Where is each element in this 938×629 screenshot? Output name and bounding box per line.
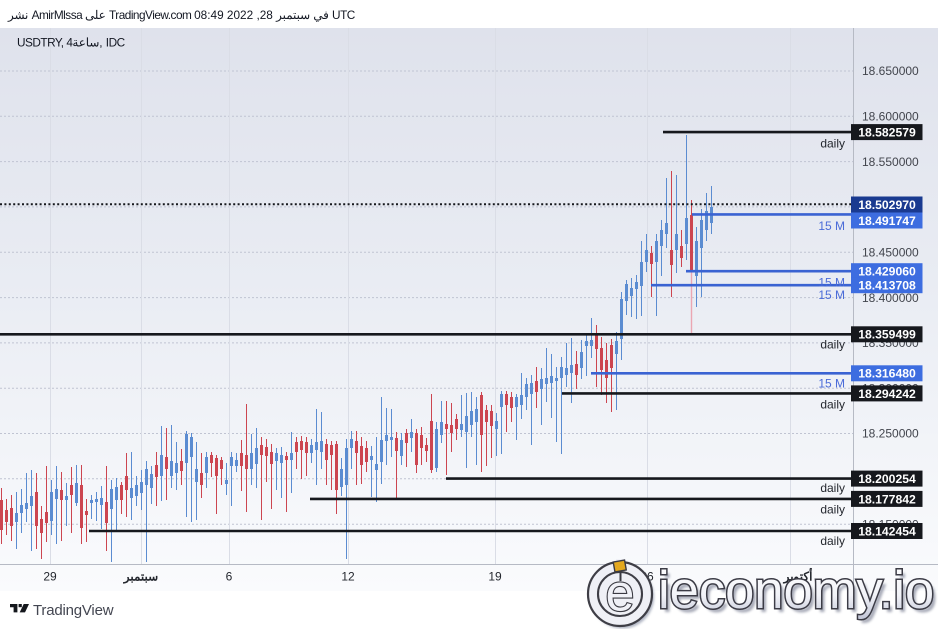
svg-text:daily: daily: [820, 136, 845, 150]
svg-text:18.550000: 18.550000: [862, 155, 919, 169]
svg-text:18.400000: 18.400000: [862, 291, 919, 305]
svg-text:18.294242: 18.294242: [858, 387, 916, 401]
svg-text:15 M: 15 M: [818, 288, 845, 302]
svg-text:18.200254: 18.200254: [858, 472, 916, 486]
svg-text:18.450000: 18.450000: [862, 246, 919, 260]
svg-text:أكتوبر: أكتوبر: [783, 569, 813, 585]
svg-text:18.650000: 18.650000: [862, 64, 919, 78]
svg-text:ieconomy.io: ieconomy.io: [658, 561, 934, 620]
svg-text:18.359499: 18.359499: [858, 328, 916, 342]
svg-text:daily: daily: [820, 502, 845, 516]
svg-text:daily: daily: [820, 481, 845, 495]
svg-text:18.600000: 18.600000: [862, 110, 919, 124]
svg-text:18.582579: 18.582579: [858, 126, 916, 140]
svg-text:daily: daily: [820, 397, 845, 411]
svg-text:18.316480: 18.316480: [858, 367, 916, 381]
svg-text:daily: daily: [820, 337, 845, 351]
svg-text:15 M: 15 M: [818, 376, 845, 390]
svg-text:18.491747: 18.491747: [858, 214, 916, 228]
svg-text:18.177842: 18.177842: [858, 492, 916, 506]
svg-text:18.250000: 18.250000: [862, 427, 919, 441]
svg-text:15 M: 15 M: [818, 219, 845, 233]
svg-text:18.413708: 18.413708: [858, 279, 916, 293]
svg-text:18.429060: 18.429060: [858, 265, 916, 279]
svg-text:29: 29: [43, 570, 57, 584]
svg-text:12: 12: [341, 570, 355, 584]
svg-text:19: 19: [488, 570, 502, 584]
svg-text:18.142454: 18.142454: [858, 524, 916, 538]
svg-text:15 M: 15 M: [818, 275, 845, 289]
svg-text:USDTRY, 4ساعة, IDC: USDTRY, 4ساعة, IDC: [17, 36, 126, 50]
svg-text:18.502970: 18.502970: [858, 198, 916, 212]
svg-text:6: 6: [226, 570, 233, 584]
svg-text:ieconomy.io: ieconomy.io: [662, 565, 938, 624]
svg-text:daily: daily: [820, 534, 845, 548]
svg-text:سبتمبر: سبتمبر: [123, 570, 158, 585]
